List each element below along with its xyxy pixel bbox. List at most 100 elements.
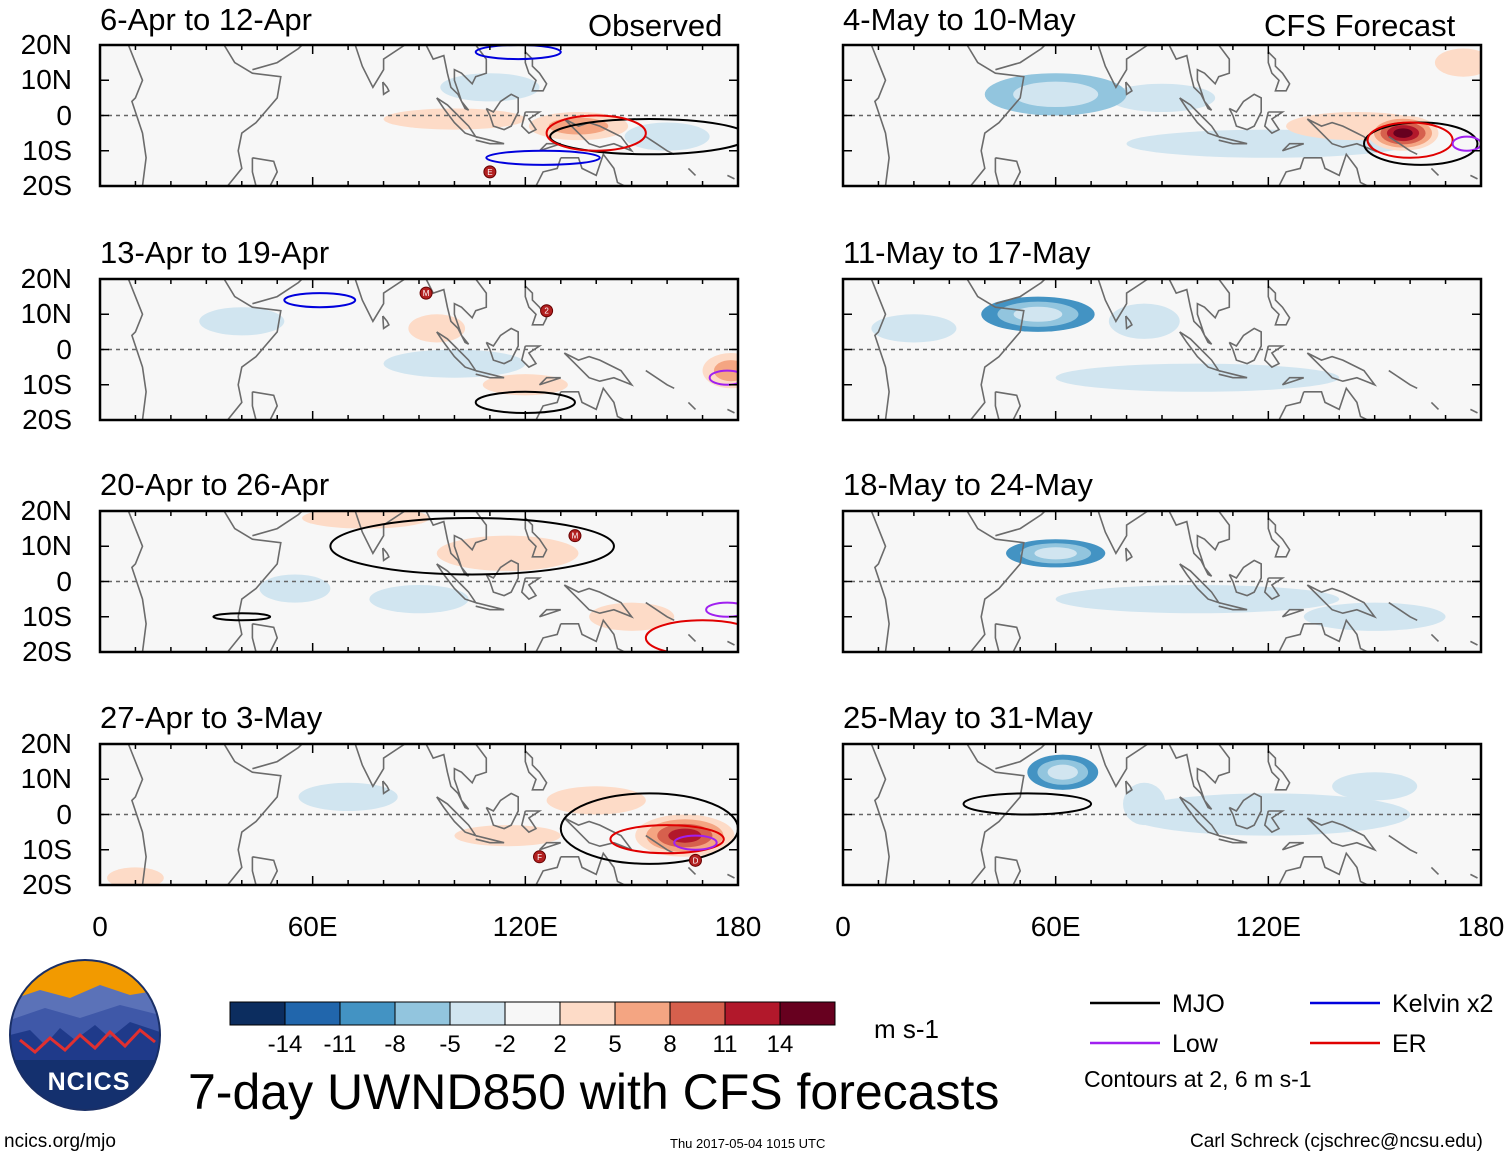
coastline bbox=[1267, 750, 1291, 791]
y-tick-label: 0 bbox=[56, 798, 72, 830]
storm-label: 2 bbox=[544, 307, 549, 316]
coastline bbox=[1430, 633, 1440, 642]
contour-er bbox=[644, 619, 738, 652]
coastline bbox=[223, 744, 282, 885]
coastline bbox=[1278, 856, 1305, 885]
contour-kelvin-x2 bbox=[474, 45, 562, 61]
coastline bbox=[995, 279, 1047, 305]
coastline bbox=[1168, 511, 1231, 577]
coastline bbox=[1470, 873, 1478, 879]
coastline bbox=[382, 315, 390, 330]
panel-title-obs-2: 13-Apr to 19-Apr bbox=[100, 235, 330, 270]
coastline bbox=[1470, 640, 1478, 646]
coastline bbox=[1263, 577, 1286, 601]
coastline bbox=[560, 386, 625, 420]
coastline bbox=[1388, 136, 1418, 156]
contour-er bbox=[1366, 121, 1454, 159]
contour-low bbox=[705, 601, 738, 618]
coastline bbox=[223, 511, 282, 652]
contour-note: Contours at 2, 6 m s-1 bbox=[1084, 1066, 1312, 1092]
anomaly-shading bbox=[1055, 363, 1340, 392]
colorbar-swatch bbox=[339, 1001, 396, 1026]
coastline bbox=[425, 511, 488, 577]
coastline bbox=[1096, 45, 1150, 89]
storm-label: M bbox=[423, 289, 430, 298]
coastline bbox=[524, 51, 548, 92]
coastline bbox=[353, 744, 407, 788]
panel-title-fcst-3: 18-May to 24-May bbox=[843, 467, 1093, 502]
storm-marker bbox=[688, 853, 702, 867]
map-panel bbox=[841, 277, 1483, 422]
colorbar-swatch bbox=[614, 1001, 671, 1026]
contour-mjo bbox=[329, 517, 615, 576]
coastline bbox=[1267, 517, 1291, 558]
coastline bbox=[353, 511, 407, 555]
coastline bbox=[1168, 279, 1231, 345]
coastline bbox=[995, 744, 1047, 770]
coastline bbox=[1267, 285, 1291, 326]
coastline bbox=[687, 866, 697, 875]
coastline bbox=[645, 601, 675, 622]
storm-marker bbox=[568, 529, 582, 543]
coastline bbox=[1278, 391, 1305, 420]
coastline bbox=[223, 45, 282, 186]
footer-site-link[interactable]: ncics.org/mjo bbox=[4, 1131, 116, 1152]
storm-label: D bbox=[693, 856, 699, 865]
coastline bbox=[563, 352, 635, 387]
ncics-logo bbox=[9, 959, 161, 1111]
anomaly-shading bbox=[482, 374, 568, 396]
panel-title-fcst-4: 25-May to 31-May bbox=[843, 700, 1093, 735]
coastline bbox=[535, 623, 562, 652]
anomaly-shading bbox=[871, 314, 957, 343]
coastline bbox=[870, 45, 890, 186]
chart-title: 7-day UWND850 with CFS forecasts bbox=[188, 1064, 1000, 1120]
contour-kelvin-x2 bbox=[283, 292, 357, 309]
storm-marker bbox=[540, 304, 554, 318]
coastline bbox=[252, 45, 304, 71]
coastline bbox=[1263, 345, 1286, 369]
colorbar bbox=[229, 1001, 836, 1026]
x-tick-label: 120E bbox=[1235, 911, 1302, 942]
x-tick-label: 60E bbox=[1030, 911, 1081, 942]
anomaly-shading bbox=[199, 307, 285, 336]
coastline bbox=[223, 279, 282, 420]
colorbar-level-label: 5 bbox=[608, 1031, 622, 1058]
coastline bbox=[1470, 408, 1478, 414]
coastline bbox=[727, 408, 735, 414]
coastline bbox=[251, 157, 279, 186]
coastline bbox=[1278, 157, 1305, 186]
coastline bbox=[727, 174, 735, 180]
anomaly-shading bbox=[259, 574, 331, 603]
coastline bbox=[994, 856, 1022, 885]
colorbar-level-label: 8 bbox=[663, 1031, 677, 1058]
coastline bbox=[1096, 744, 1150, 788]
coastline bbox=[520, 111, 543, 135]
coastline bbox=[1125, 547, 1133, 562]
anomaly-shading bbox=[107, 867, 164, 885]
y-tick-label: 20S bbox=[22, 869, 72, 900]
coastline bbox=[645, 136, 675, 156]
x-tick-label: 0 bbox=[92, 911, 108, 942]
coastline bbox=[994, 391, 1022, 420]
storm-marker bbox=[533, 850, 547, 864]
y-tick-label: 20S bbox=[22, 170, 72, 201]
anomaly-shading bbox=[1108, 303, 1180, 339]
anomaly-shading bbox=[1013, 306, 1063, 322]
logo-text: NCICS bbox=[47, 1068, 131, 1096]
panel-background bbox=[100, 511, 738, 652]
coastline bbox=[425, 744, 488, 810]
contour-er bbox=[545, 114, 647, 152]
anomaly-shading bbox=[436, 535, 579, 571]
y-tick-label: 10N bbox=[20, 763, 72, 795]
coastline bbox=[485, 327, 519, 365]
coastline bbox=[485, 559, 519, 597]
colorbar-level-label: 14 bbox=[766, 1031, 794, 1058]
y-tick-label: 10S bbox=[22, 134, 72, 166]
coastline bbox=[560, 618, 625, 652]
coastline bbox=[538, 841, 562, 851]
y-tick-label: 0 bbox=[56, 99, 72, 131]
coastline bbox=[1281, 841, 1305, 851]
coastline bbox=[251, 856, 279, 885]
storm-label: M bbox=[572, 532, 579, 541]
